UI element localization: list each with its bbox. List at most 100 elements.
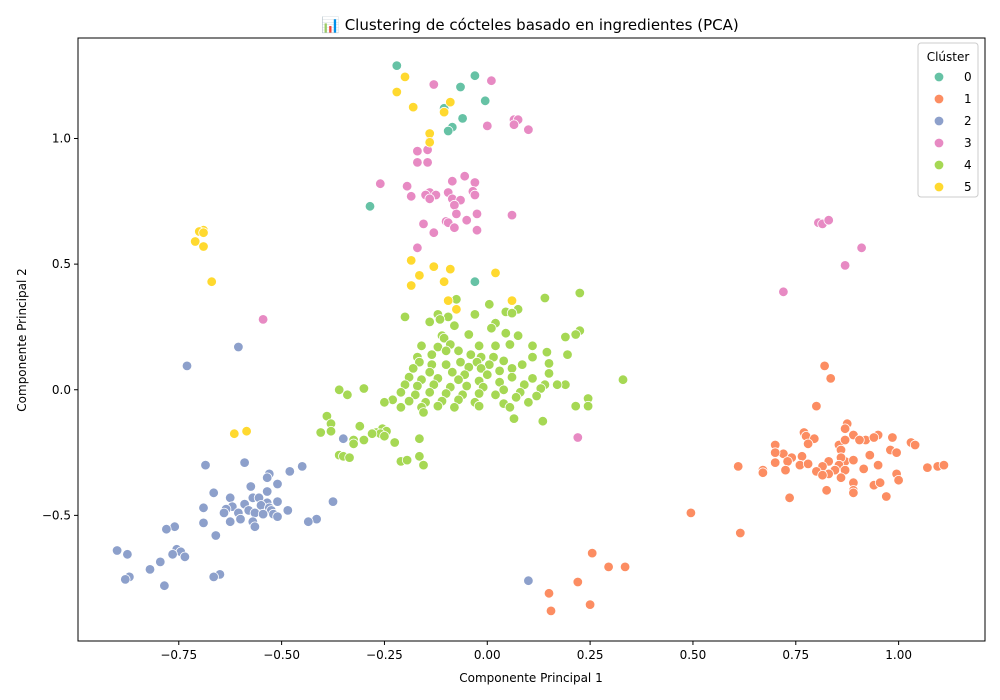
data-point-cluster-0: [480, 95, 491, 107]
data-point-cluster-1: [821, 485, 832, 496]
data-point-cluster-4: [508, 413, 520, 424]
data-point-cluster-2: [303, 516, 314, 527]
data-point-cluster-4: [408, 363, 419, 374]
y-tick-label: 1.0: [52, 132, 71, 146]
data-point-cluster-4: [498, 355, 509, 367]
data-point-cluster-4: [410, 389, 421, 401]
data-point-cluster-1: [825, 373, 836, 384]
data-point-cluster-3: [508, 119, 520, 130]
data-point-cluster-1: [603, 561, 614, 573]
data-point-cluster-1: [802, 458, 814, 470]
data-point-cluster-4: [440, 345, 452, 357]
data-point-cluster-1: [619, 561, 631, 573]
data-point-cluster-5: [229, 428, 240, 439]
data-point-cluster-5: [445, 263, 456, 275]
data-point-cluster-4: [543, 358, 555, 369]
data-point-cluster-3: [823, 214, 834, 226]
data-point-cluster-4: [475, 363, 487, 374]
data-point-cluster-4: [500, 328, 512, 339]
data-point-cluster-4: [523, 397, 534, 408]
data-point-cluster-3: [839, 260, 851, 271]
data-point-cluster-5: [206, 276, 217, 287]
data-point-cluster-3: [412, 145, 423, 157]
data-point-cluster-3: [412, 157, 423, 168]
y-tick-label: −0.5: [42, 508, 71, 522]
data-point-cluster-4: [399, 311, 411, 323]
legend-label-cluster-2: 2: [964, 114, 972, 128]
data-point-cluster-4: [395, 387, 407, 398]
data-point-cluster-1: [848, 454, 859, 466]
data-point-cluster-5: [198, 227, 209, 238]
legend-label-cluster-3: 3: [964, 136, 972, 150]
data-point-cluster-2: [155, 556, 166, 568]
points-layer: [111, 60, 950, 617]
data-point-cluster-4: [395, 402, 407, 413]
data-point-cluster-4: [418, 407, 429, 418]
data-point-cluster-2: [327, 496, 339, 507]
data-point-cluster-3: [471, 224, 483, 236]
data-point-cluster-1: [872, 459, 884, 471]
data-point-cluster-4: [461, 380, 472, 392]
data-point-cluster-4: [432, 400, 444, 412]
data-point-cluster-1: [938, 459, 950, 471]
data-point-cluster-2: [159, 580, 170, 591]
chart-title: 📊 Clustering de cócteles basado en ingre…: [321, 16, 738, 34]
data-point-cluster-4: [570, 400, 581, 412]
data-point-cluster-1: [835, 472, 847, 483]
data-point-cluster-4: [484, 299, 495, 310]
data-point-cluster-4: [539, 292, 551, 304]
data-point-cluster-4: [416, 340, 427, 352]
plot-area: [77, 37, 986, 642]
data-point-cluster-4: [334, 384, 345, 396]
legend-title: Clúster: [927, 50, 970, 64]
data-point-cluster-1: [782, 456, 793, 467]
data-point-cluster-3: [461, 214, 472, 226]
data-point-cluster-1: [891, 447, 902, 458]
data-point-cluster-4: [389, 437, 400, 448]
data-point-cluster-4: [449, 402, 460, 413]
data-point-cluster-5: [189, 236, 201, 247]
data-point-cluster-1: [770, 457, 781, 468]
data-point-cluster-4: [453, 345, 464, 357]
data-point-cluster-4: [379, 397, 390, 408]
data-point-cluster-4: [418, 459, 429, 471]
data-point-cluster-3: [778, 286, 789, 298]
x-axis-label: Componente Principal 1: [459, 671, 602, 685]
data-point-cluster-4: [527, 340, 538, 352]
data-point-cluster-3: [523, 124, 534, 135]
x-axis: −0.75 −0.50 −0.25 0.00 0.25 0.50 0.75 1.00: [160, 641, 912, 662]
data-point-cluster-4: [424, 367, 435, 378]
data-point-cluster-3: [447, 175, 458, 187]
data-point-cluster-5: [438, 276, 450, 287]
legend-marker-cluster-4: [933, 159, 945, 171]
data-point-cluster-4: [552, 379, 563, 390]
data-point-cluster-4: [473, 340, 485, 352]
data-point-cluster-5: [241, 426, 252, 437]
data-point-cluster-2: [257, 508, 269, 520]
data-point-cluster-5: [414, 270, 425, 281]
y-axis-label: Componente Principal 2: [15, 268, 29, 411]
data-point-cluster-4: [414, 356, 425, 368]
data-point-cluster-2: [249, 521, 261, 532]
data-point-cluster-4: [440, 359, 452, 370]
data-point-cluster-1: [922, 462, 933, 473]
data-point-cluster-3: [506, 209, 518, 221]
y-tick-label: 0.0: [52, 383, 71, 397]
data-point-cluster-2: [272, 478, 283, 490]
data-point-cluster-5: [406, 280, 417, 291]
data-point-cluster-2: [111, 545, 123, 556]
data-point-cluster-4: [424, 387, 435, 398]
data-point-cluster-1: [545, 605, 557, 617]
data-point-cluster-2: [210, 530, 222, 541]
data-point-cluster-3: [471, 208, 483, 220]
data-point-cluster-2: [120, 574, 131, 585]
data-point-cluster-5: [451, 304, 462, 315]
legend: Clúster 0 1 2 3 4 5: [917, 42, 979, 198]
data-point-cluster-1: [770, 447, 781, 458]
data-point-cluster-1: [735, 527, 746, 539]
x-tick-label: 0.25: [577, 648, 604, 662]
data-point-cluster-1: [868, 432, 880, 443]
data-point-cluster-4: [358, 383, 370, 394]
legend-marker-cluster-2: [933, 115, 945, 127]
data-point-cluster-2: [144, 564, 156, 575]
